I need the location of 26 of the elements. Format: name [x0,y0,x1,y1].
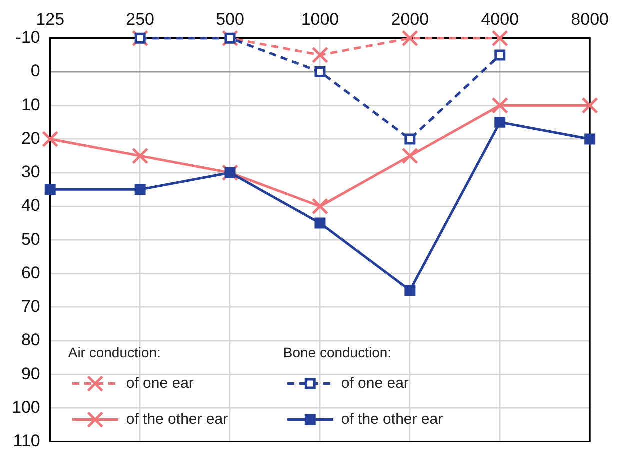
annotation: Bone conduction: [283,344,392,361]
legend-label: of one ear [341,374,409,392]
y-tick-label: -10 [16,28,40,48]
y-tick-label: 110 [13,431,40,450]
y-tick-label: 60 [21,263,40,282]
annotation: Air conduction: [68,344,161,361]
x-tick-label: 500 [216,10,244,29]
y-tick-label: 20 [21,128,40,148]
y-tick-label: 30 [21,162,40,182]
y-tick-label: 100 [12,398,40,417]
legend-label: of the other ear [126,410,228,428]
y-tick-label: 10 [21,95,40,114]
x-tick-label: 1000 [301,10,340,29]
x-tick-label: 4000 [481,10,520,29]
x-tick-label: 125 [36,10,65,29]
legend-label: of the other ear [341,410,444,428]
y-tick-label: 40 [21,196,40,216]
x-tick-label: 250 [126,10,155,29]
x-tick-label: 8000 [571,10,610,29]
x-tick-label: 2000 [391,10,430,29]
legend-label: of one ear [126,374,194,392]
y-tick-label: 90 [21,364,40,384]
y-tick-label: 50 [21,230,40,249]
y-tick-label: 0 [30,62,40,81]
y-tick-label: 70 [21,297,40,316]
y-tick-label: 80 [21,330,40,350]
